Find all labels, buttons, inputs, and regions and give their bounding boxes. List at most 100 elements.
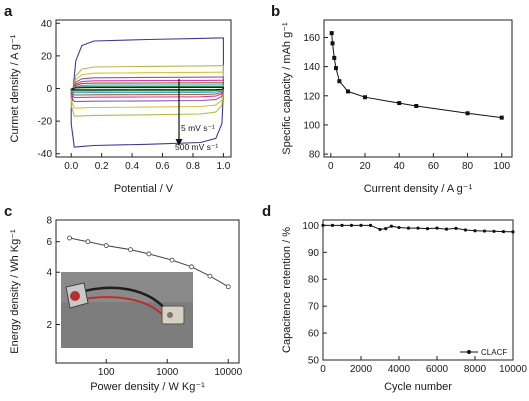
retention-point (330, 223, 335, 227)
y-tick-label: 40 (41, 19, 53, 30)
y-tick-label: 0 (46, 84, 52, 95)
panel-b-y-axis: 80 100 120 140 160 (303, 33, 328, 161)
panel-c-y-axis: 2 4 6 8 (46, 216, 60, 331)
retention-point (444, 227, 449, 231)
y-tick-label: 90 (308, 248, 320, 259)
y-tick-label: 6 (46, 237, 52, 248)
retention-point (425, 227, 430, 231)
x-tick-label: 20 (359, 161, 371, 172)
capacity-point (330, 41, 335, 46)
x-tick-label: 4000 (388, 364, 411, 375)
x-tick-label: 0.6 (156, 161, 170, 172)
retention-point (435, 226, 439, 230)
retention-point (397, 225, 401, 230)
y-tick-label: 8 (46, 216, 52, 227)
x-tick-label: 60 (428, 161, 440, 172)
panel-c-y-label: Energy density / Wh Kg⁻¹ (9, 229, 21, 354)
panel-b-y-label: Specific capacity / mAh g⁻¹ (281, 22, 293, 155)
y-tick-label: 100 (302, 221, 319, 232)
panel-d-plot-frame (322, 219, 514, 361)
panel-a-letter: a (4, 3, 13, 20)
legend-marker-clacf (467, 350, 471, 354)
retention-line (323, 224, 514, 233)
panel-d-letter: d (262, 203, 271, 220)
x-tick-label: 0.2 (95, 161, 109, 172)
x-tick-label: 10000 (214, 367, 242, 378)
y-tick-label: 80 (308, 275, 320, 286)
panel-b-x-axis: 0 20 40 60 80 100 (328, 153, 511, 172)
device-photo-inset (61, 272, 193, 348)
panel-a-y-label: Curmet density / A g⁻¹ (9, 34, 21, 142)
x-tick-label: 10000 (499, 364, 527, 375)
capacity-point (337, 79, 342, 84)
ragone-point (128, 247, 133, 253)
y-tick-label: 50 (308, 356, 320, 367)
x-tick-label: 6000 (426, 364, 449, 375)
x-tick-label: 1000 (156, 367, 179, 378)
panel-a-x-axis: 0.0 0.2 0.4 0.6 0.8 1.0 (64, 153, 231, 172)
panel-d-y-axis: 50 60 70 80 90 100 (302, 221, 327, 367)
panel-d-data (321, 223, 515, 234)
y-tick-label: 80 (309, 150, 321, 161)
x-tick-label: 0.4 (125, 161, 139, 172)
panel-b-rate-capability: b 0 20 40 60 80 100 80 100 120 140 160 Current de… (271, 3, 513, 195)
retention-point (501, 229, 506, 234)
panel-a-plot-frame (55, 19, 232, 158)
y-tick-label: 2 (46, 320, 52, 331)
photo-device-terminal (167, 312, 173, 318)
retention-point (368, 223, 373, 227)
x-tick-label: 0 (328, 161, 334, 172)
panel-d-y-label: Capacitence retention / % (281, 227, 293, 353)
panel-c-letter: c (4, 203, 12, 220)
panel-b-plot-frame (323, 19, 513, 158)
panel-d-x-label: Cycle number (384, 381, 452, 393)
panel-d-legend: CLACF (460, 348, 507, 357)
ragone-point (189, 264, 194, 270)
retention-point (349, 223, 354, 227)
ragone-point (207, 273, 213, 279)
retention-point (473, 229, 477, 233)
panel-a-x-label: Potential / V (114, 183, 174, 195)
capacity-point (333, 66, 338, 71)
x-tick-label: 100 (493, 161, 510, 172)
y-tick-label: 4 (46, 268, 52, 279)
photo-clip-red (70, 291, 80, 301)
retention-point (454, 226, 458, 230)
cv-loop-9 (70, 86, 224, 91)
x-tick-label: 1.0 (216, 161, 230, 172)
x-tick-label: 8000 (464, 364, 487, 375)
legend-label-clacf: CLACF (481, 348, 507, 357)
panel-a-annotation-500mv: 500 mV s⁻¹ (175, 142, 218, 152)
retention-point (492, 229, 496, 233)
capacity-point (397, 101, 402, 106)
retention-point (511, 230, 515, 234)
ragone-point (103, 243, 109, 248)
ragone-point (225, 284, 231, 290)
panel-b-x-label: Current density / A g⁻¹ (364, 183, 473, 195)
panel-a-arrow-head (175, 139, 183, 146)
capacity-point (499, 115, 504, 120)
panel-c-x-axis: 100 1000 10000 (98, 359, 243, 378)
capacity-point (329, 31, 334, 36)
panel-a-cv-curves: a 0.0 0.2 0.4 0.6 0.8 1.0 -40 -20 0 20 40 5 mV s⁻… (4, 3, 232, 195)
retention-point (359, 223, 363, 227)
retention-point (340, 223, 344, 227)
y-tick-label: 60 (308, 329, 320, 340)
ragone-point (146, 251, 152, 257)
x-tick-label: 2000 (350, 364, 373, 375)
panel-c-plot-frame (55, 219, 240, 364)
x-tick-label: 80 (462, 161, 474, 172)
x-tick-label: 0.0 (64, 161, 78, 172)
y-tick-label: 100 (303, 120, 320, 131)
panel-a-cv-loops (70, 37, 224, 148)
panel-a-y-axis: -40 -20 0 20 40 (38, 19, 60, 160)
x-tick-label: 40 (394, 161, 406, 172)
y-tick-label: 160 (303, 33, 320, 44)
panel-d-cycling-stability: d 0 2000 4000 6000 8000 10000 50 60 70 80 90 100 C… (262, 203, 527, 393)
panel-c-x-label: Power density / W Kg⁻¹ (90, 381, 205, 393)
retention-point (463, 228, 468, 232)
y-tick-label: 120 (303, 91, 320, 102)
y-tick-label: 20 (41, 51, 53, 62)
capacity-point (414, 103, 419, 108)
